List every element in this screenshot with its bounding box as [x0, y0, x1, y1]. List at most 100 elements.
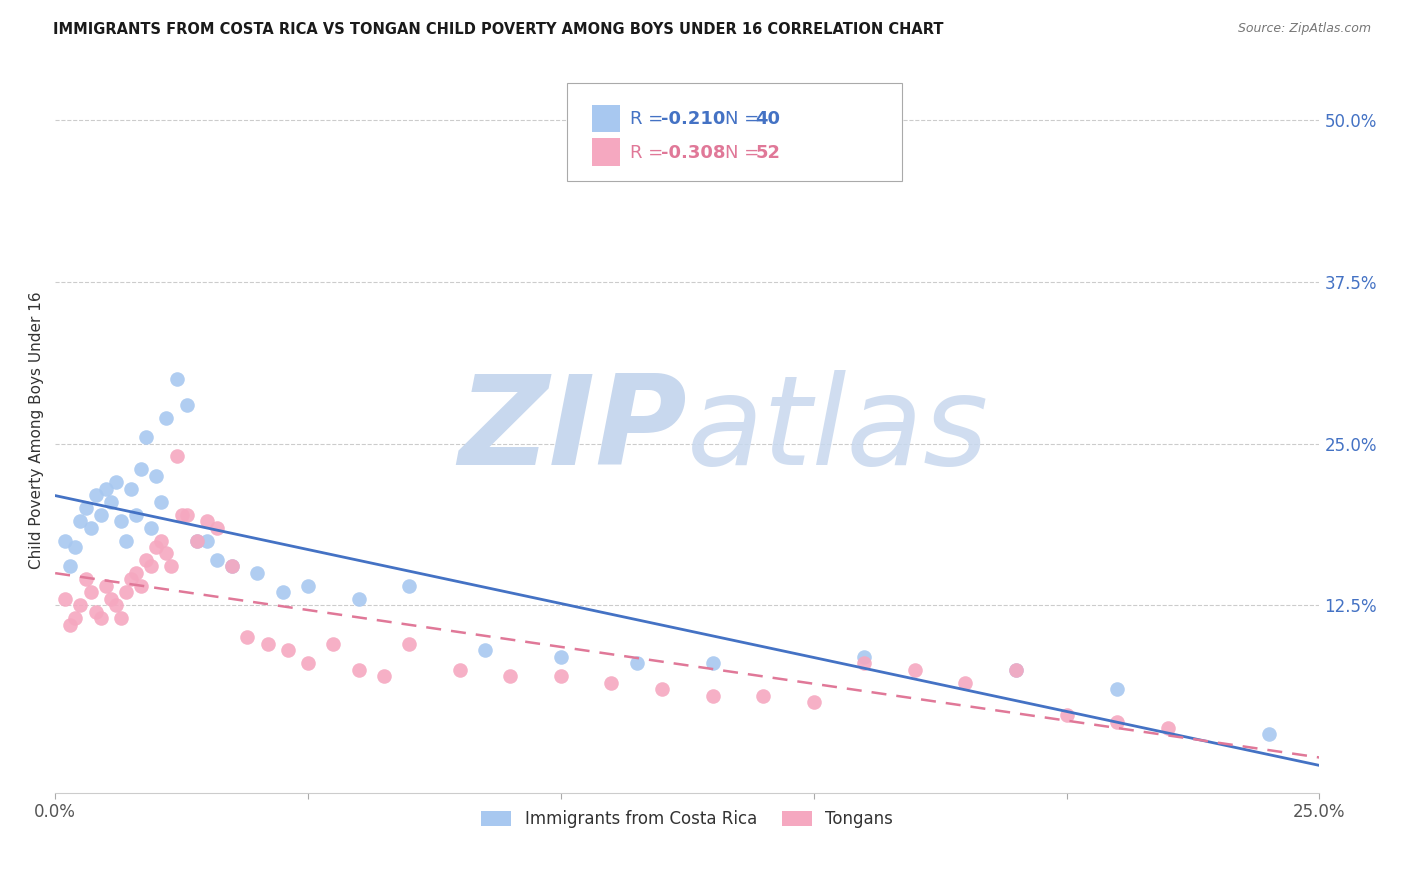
Point [94, 482, 117, 496]
Point [125, 566, 148, 580]
Point [90, 508, 112, 522]
Point [195, 533, 218, 548]
Point [297, 579, 319, 593]
Point [135, 430, 157, 444]
Text: N =: N = [725, 144, 765, 161]
Text: atlas: atlas [688, 370, 990, 491]
Point [347, 591, 370, 606]
Point [120, 572, 142, 586]
Text: ZIP: ZIP [458, 370, 688, 491]
Point [53, 533, 76, 548]
Point [600, 675, 623, 690]
Point [104, 475, 127, 490]
Text: 52: 52 [755, 144, 780, 161]
Point [277, 643, 299, 657]
Point [75, 572, 97, 586]
Point [853, 657, 876, 671]
Point [221, 559, 243, 574]
Point [65, 611, 87, 625]
Point [110, 514, 132, 528]
Point [115, 585, 138, 599]
Point [803, 695, 825, 709]
Point [155, 410, 177, 425]
Text: 40: 40 [755, 111, 780, 128]
Point [176, 508, 198, 522]
Point [322, 637, 344, 651]
Point [205, 553, 228, 567]
Point [702, 689, 724, 703]
Point [129, 462, 152, 476]
Text: R =: R = [630, 144, 669, 161]
Point [651, 682, 673, 697]
Point [1056, 708, 1078, 723]
Point [129, 579, 152, 593]
Point [94, 579, 117, 593]
Point [141, 520, 163, 534]
Point [115, 533, 138, 548]
Point [150, 494, 173, 508]
Point [79, 585, 101, 599]
Point [186, 533, 208, 548]
Point [69, 598, 91, 612]
Point [1107, 714, 1129, 729]
Point [150, 533, 173, 548]
FancyBboxPatch shape [592, 138, 620, 166]
Point [256, 637, 278, 651]
Point [110, 611, 132, 625]
Point [449, 663, 471, 677]
Text: IMMIGRANTS FROM COSTA RICA VS TONGAN CHILD POVERTY AMONG BOYS UNDER 16 CORRELATI: IMMIGRANTS FROM COSTA RICA VS TONGAN CHI… [53, 22, 943, 37]
Point [236, 631, 259, 645]
Point [702, 657, 724, 671]
Point [499, 669, 522, 683]
Point [145, 468, 167, 483]
Point [1005, 663, 1028, 677]
Point [90, 611, 112, 625]
Point [125, 508, 148, 522]
Point [176, 398, 198, 412]
Point [398, 637, 420, 651]
Point [84, 488, 107, 502]
Text: N =: N = [725, 111, 765, 128]
Point [195, 514, 218, 528]
Point [904, 663, 927, 677]
Point [59, 559, 82, 574]
Point [1157, 721, 1180, 735]
Point [853, 649, 876, 664]
Point [65, 540, 87, 554]
Point [550, 649, 572, 664]
Point [79, 520, 101, 534]
Point [373, 669, 395, 683]
Point [186, 533, 208, 548]
Point [160, 559, 183, 574]
Point [141, 559, 163, 574]
Legend: Immigrants from Costa Rica, Tongans: Immigrants from Costa Rica, Tongans [475, 804, 900, 835]
Y-axis label: Child Poverty Among Boys Under 16: Child Poverty Among Boys Under 16 [30, 292, 44, 569]
Point [955, 675, 977, 690]
Point [626, 657, 648, 671]
Point [297, 657, 319, 671]
Text: -0.210: -0.210 [661, 111, 725, 128]
Text: R =: R = [630, 111, 669, 128]
Point [1257, 727, 1279, 741]
Point [166, 450, 188, 464]
Point [1005, 663, 1028, 677]
Point [166, 372, 188, 386]
Text: Source: ZipAtlas.com: Source: ZipAtlas.com [1237, 22, 1371, 36]
Point [752, 689, 775, 703]
Point [205, 520, 228, 534]
Text: -0.308: -0.308 [661, 144, 725, 161]
Point [120, 482, 142, 496]
FancyBboxPatch shape [592, 104, 620, 132]
Point [170, 508, 193, 522]
Point [100, 494, 122, 508]
Point [550, 669, 572, 683]
Point [104, 598, 127, 612]
Point [145, 540, 167, 554]
Point [398, 579, 420, 593]
Point [59, 617, 82, 632]
Point [246, 566, 269, 580]
Point [155, 546, 177, 560]
Point [53, 591, 76, 606]
Point [135, 553, 157, 567]
Point [221, 559, 243, 574]
